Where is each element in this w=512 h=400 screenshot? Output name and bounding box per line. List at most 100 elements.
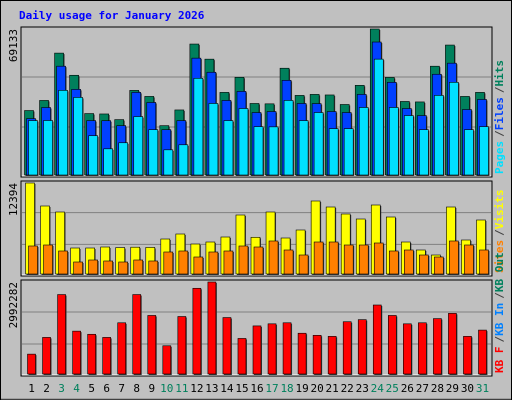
bar xyxy=(88,259,98,275)
bar xyxy=(58,250,68,275)
bar xyxy=(463,336,472,375)
x-tick-label: 27 xyxy=(416,382,429,395)
bar xyxy=(312,335,322,375)
x-tick-label: 26 xyxy=(401,382,414,395)
bar xyxy=(282,322,292,375)
x-tick-label: 3 xyxy=(58,382,65,395)
x-tick-label: 2 xyxy=(43,382,50,395)
legend-separator: / xyxy=(493,336,506,343)
bar xyxy=(163,149,174,176)
bar xyxy=(343,244,354,275)
bar xyxy=(418,322,427,375)
x-tick-label: 12 xyxy=(190,382,203,395)
bar xyxy=(133,259,144,275)
bar xyxy=(223,120,234,176)
bar xyxy=(118,142,129,176)
bar xyxy=(222,317,232,375)
bar xyxy=(313,112,324,176)
bar xyxy=(58,90,68,176)
bar xyxy=(403,323,412,375)
x-tick-label: 22 xyxy=(341,382,354,395)
bar xyxy=(327,336,337,375)
bar xyxy=(148,260,159,275)
legend-separator: / xyxy=(493,229,506,236)
bar xyxy=(357,319,367,375)
x-tick-label: 31 xyxy=(476,382,489,395)
bar xyxy=(147,315,157,375)
x-tick-label: 9 xyxy=(148,382,155,395)
bar xyxy=(478,329,487,375)
bar xyxy=(118,261,129,275)
bar xyxy=(193,77,204,176)
bar xyxy=(133,116,144,176)
bar xyxy=(283,249,294,275)
bar xyxy=(372,304,382,375)
bar xyxy=(178,144,189,176)
legend-separator: / xyxy=(493,292,506,299)
x-tick-label: 30 xyxy=(461,382,474,395)
bar xyxy=(102,337,111,375)
x-tick-label: 28 xyxy=(431,382,444,395)
bar xyxy=(103,260,113,275)
bar xyxy=(343,128,354,176)
bar xyxy=(72,330,81,375)
bar xyxy=(373,242,384,275)
bar xyxy=(404,249,414,275)
bar xyxy=(268,240,279,275)
bar xyxy=(162,345,172,375)
bar xyxy=(42,337,51,375)
y-max-label: 2992282 xyxy=(7,282,20,328)
bar xyxy=(479,126,489,176)
x-tick-label: 19 xyxy=(295,382,308,395)
legend-separator: / xyxy=(493,86,506,93)
bar xyxy=(192,287,202,375)
bar xyxy=(252,325,262,375)
legend-entry: Pages xyxy=(493,141,506,174)
bar xyxy=(117,322,127,375)
bar xyxy=(328,241,339,275)
y-max-label: 69133 xyxy=(7,29,20,62)
bar xyxy=(208,251,219,275)
bar xyxy=(433,318,442,375)
bar xyxy=(88,135,98,176)
bar xyxy=(434,95,444,176)
x-tick-label: 5 xyxy=(88,382,95,395)
chart-title: Daily usage for January 2026 xyxy=(19,9,205,22)
bar xyxy=(434,256,444,275)
bar xyxy=(449,82,459,176)
bar xyxy=(43,120,53,176)
x-tick-label: 13 xyxy=(205,382,218,395)
bar xyxy=(207,281,217,375)
bar xyxy=(313,241,324,275)
legend-entry: KB F xyxy=(493,347,506,374)
bar xyxy=(419,129,429,176)
bar xyxy=(388,107,399,176)
bar xyxy=(163,251,174,275)
x-tick-label: 6 xyxy=(103,382,110,395)
x-tick-label: 21 xyxy=(326,382,339,395)
bar xyxy=(358,107,369,176)
bar xyxy=(43,244,53,275)
x-tick-label: 20 xyxy=(311,382,324,395)
bar xyxy=(177,316,187,375)
bar xyxy=(238,108,249,176)
bar xyxy=(328,128,339,176)
legend: Sites /Visits xyxy=(493,190,506,274)
x-tick-label: 4 xyxy=(73,382,80,395)
bar xyxy=(73,97,83,176)
legend-entry: Hits xyxy=(493,60,506,87)
x-tick-label: 24 xyxy=(371,382,385,395)
bar xyxy=(464,129,474,176)
bar xyxy=(28,245,38,275)
bar xyxy=(388,250,399,275)
x-tick-label: 18 xyxy=(280,382,293,395)
bar xyxy=(87,333,96,375)
bar xyxy=(464,244,474,275)
bar xyxy=(193,256,204,275)
bar xyxy=(268,126,279,176)
bar xyxy=(404,115,414,176)
bar xyxy=(57,294,66,375)
bar xyxy=(479,249,489,275)
bar xyxy=(358,244,369,275)
